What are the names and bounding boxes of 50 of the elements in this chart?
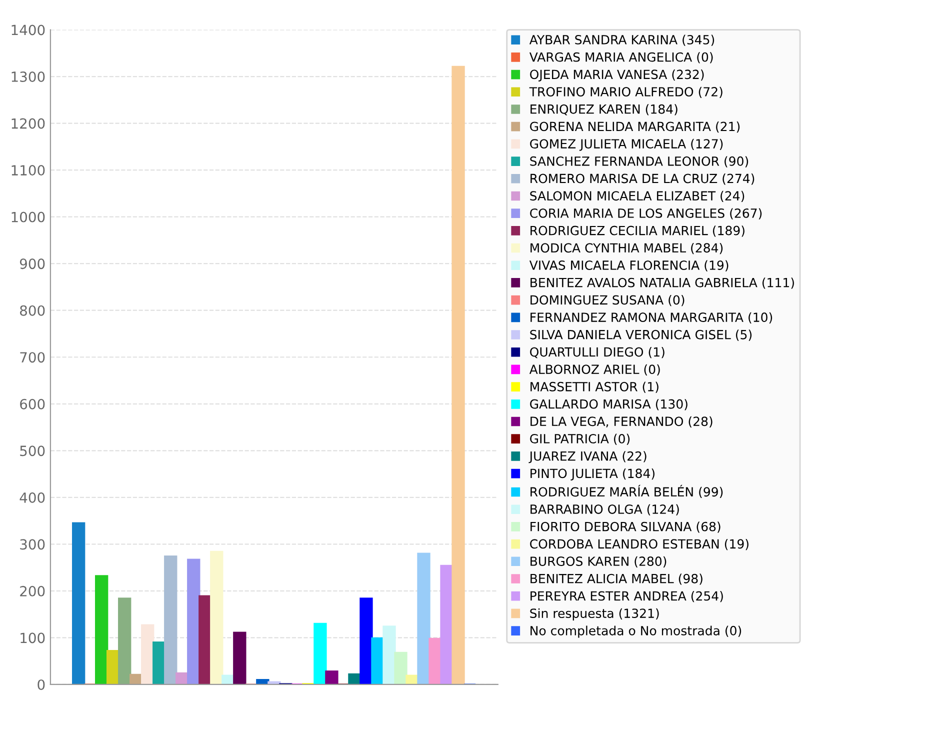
y-tick-label: 800 [20,305,45,316]
legend-label: OJEDA MARIA VANESA (232) [530,69,704,82]
y-tick-label: 1300 [12,71,45,82]
legend-label: ENRIQUEZ KAREN (184) [530,104,678,116]
y-tick-label: 700 [20,352,45,363]
legend-label: BENITEZ ALICIA MABEL (98) [530,574,702,585]
y-tick-label: 500 [20,446,45,456]
legend-label: PEREYRA ESTER ANDREA (254) [530,591,723,602]
legend-label: DOMINGUEZ SUSANA (0) [530,294,684,306]
legend-label: SANCHEZ FERNANDA LEONOR (90) [530,156,748,168]
y-tick-label: 1000 [12,212,45,222]
legend-label: FIORITO DEBORA SILVANA (68) [530,522,720,533]
y-tick-label: 1100 [12,165,45,176]
legend-label: PINTO JULIETA (184) [530,468,654,480]
legend-label: SILVA DANIELA VERONICA GISEL (5) [530,330,752,341]
legend-label: AYBAR SANDRA KARINA (345) [529,34,714,46]
legend-label: BARRABINO OLGA (124) [530,504,679,516]
legend-label: CORDOBA LEANDRO ESTEBAN (19) [530,538,748,550]
legend-label: GIL PATRICIA (0) [530,434,630,445]
y-tick-label: 1200 [12,118,45,129]
y-tick-label: 300 [20,539,45,550]
legend-label: JUAREZ IVANA (22) [528,451,646,464]
legend-label: ROMERO MARISA DE LA CRUZ (274) [530,174,754,185]
legend-label: GOMEZ JULIETA MICAELA (127) [530,138,723,151]
legend-label: GALLARDO MARISA (130) [530,399,688,410]
y-tick-label: 100 [20,632,45,644]
y-tick-label: 900 [20,258,45,270]
legend-label: Sin respuesta (1321) [530,608,659,620]
y-tick-label: 400 [20,492,45,503]
legend-label: RODRIGUEZ CECILIA MARIEL (189) [530,226,744,237]
legend-label: QUARTULLI DIEGO (1) [530,347,664,358]
y-tick-label: 1400 [12,24,45,36]
legend-label: SALOMON MICAELA ELIZABET (24) [530,190,744,202]
legend-label: RODRIGUEZ MARÍA BELÉN (99) [530,484,723,498]
y-tick-label: 200 [20,586,45,596]
legend-label: BURGOS KAREN (280) [530,556,666,568]
legend-label: VIVAS MICAELA FLORENCIA (19) [529,260,728,272]
legend-label: MODICA CYNTHIA MABEL (284) [530,242,723,254]
legend-label: VARGAS MARIA ANGELICA (0) [529,52,713,64]
legend-label: ALBORNOZ ARIEL (0) [529,364,660,376]
legend-label: MASSETTI ASTOR (1) [530,382,658,393]
legend-label: DE LA VEGA, FERNANDO (28) [530,416,712,428]
legend-label: CORIA MARIA DE LOS ANGELES (267) [530,208,762,220]
legend-label: BENITEZ AVALOS NATALIA GABRIELA (111) [530,278,794,289]
legend-label: FERNANDEZ RAMONA MARGARITA (10) [530,312,772,324]
y-tick-label: 0 [38,679,45,690]
legend-label: TROFINO MARIO ALFREDO (72) [529,86,722,98]
y-tick-label: 600 [20,398,45,410]
legend-label: GORENA NELIDA MARGARITA (21) [530,122,740,133]
legend-label: No completada o No mostrada (0) [530,626,742,638]
